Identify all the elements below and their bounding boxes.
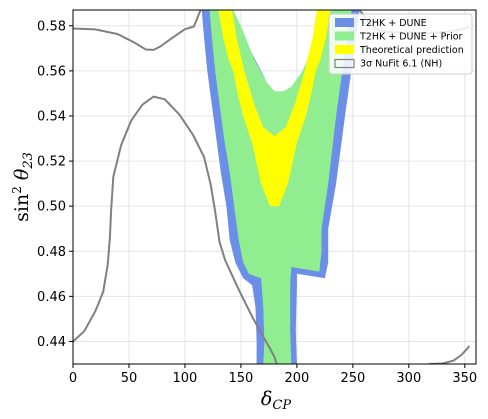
- theory-legend-label: Theoretical prediction: [359, 45, 464, 56]
- x-axis-label: δCP: [261, 388, 291, 413]
- chart-series: [73, 10, 471, 364]
- legend-box: [328, 13, 473, 75]
- y-tick-label: 0.58: [37, 19, 66, 34]
- t2hk_dune-legend-label: T2HK + DUNE: [359, 18, 427, 29]
- nufit-contour: [73, 95, 278, 364]
- y-axis-ticks: 0.44 0.46 0.48 0.50 0.52 0.54 0.56 0.58: [37, 19, 73, 350]
- y-axis-label: sin2 θ23: [10, 152, 36, 222]
- y-tick-label: 0.52: [37, 155, 66, 170]
- prior-legend-swatch: [335, 31, 354, 41]
- x-tick-label: 250: [340, 371, 365, 386]
- x-tick-label: 50: [121, 371, 138, 386]
- y-tick-label: 0.54: [37, 109, 66, 124]
- y-tick-label: 0.50: [37, 200, 66, 215]
- y-tick-label: 0.56: [37, 64, 66, 79]
- x-tick-label: 100: [173, 371, 198, 386]
- plot-frame: [72, 9, 477, 365]
- theory-legend-swatch: [335, 45, 354, 54]
- x-tick-label: 200: [284, 371, 309, 386]
- nufit-legend-label: 3σ NuFit 6.1 (NH): [360, 59, 442, 70]
- y-tick-label: 0.46: [37, 290, 66, 305]
- x-tick-label: 300: [396, 371, 421, 386]
- y-tick-label: 0.44: [37, 335, 66, 350]
- legend: T2HK + DUNE T2HK + DUNE + Prior Theoretica…: [328, 13, 473, 75]
- x-tick-label: 150: [229, 371, 254, 386]
- y-tick-label: 0.48: [37, 245, 66, 260]
- nufit-legend-swatch: [334, 58, 355, 69]
- prior-legend-label: T2HK + DUNE + Prior: [359, 32, 463, 43]
- nufit-contour: [73, 10, 202, 51]
- x-axis-ticks: 0 50 100 150 200 250 300 350: [69, 364, 477, 386]
- t2hk_dune-legend-swatch: [335, 18, 354, 27]
- x-tick-label: 350: [452, 371, 477, 386]
- x-tick-label: 0: [69, 371, 77, 386]
